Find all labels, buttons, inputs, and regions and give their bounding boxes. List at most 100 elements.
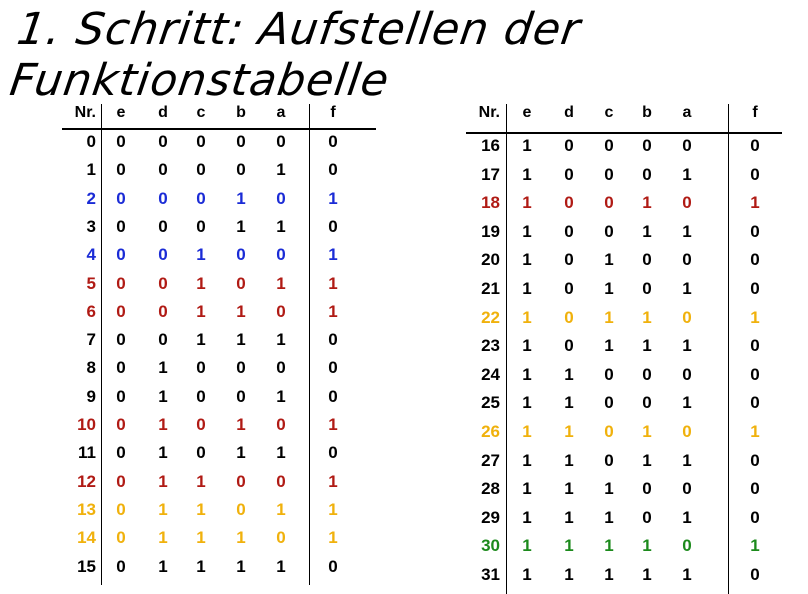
input-cell: 0	[276, 471, 286, 491]
header-divider	[466, 132, 782, 134]
output-cell: 1	[328, 301, 338, 321]
row-number: 24	[481, 364, 500, 384]
nr-column-divider	[506, 104, 507, 594]
input-cell: 0	[682, 479, 692, 499]
input-cell: 0	[564, 136, 574, 155]
input-cell: 0	[564, 221, 574, 241]
input-cell: 0	[116, 273, 126, 293]
input-cell: 1	[196, 471, 206, 491]
output-cell: 1	[328, 499, 338, 519]
row-number: 3	[86, 216, 96, 236]
input-cell: 0	[196, 216, 206, 236]
output-cell: 1	[328, 188, 338, 208]
input-cell: 0	[196, 160, 206, 180]
nr-column-divider	[101, 104, 102, 585]
input-cell: 1	[564, 450, 574, 470]
input-cell: 1	[682, 393, 692, 413]
row-number: 25	[481, 393, 500, 413]
output-cell: 1	[328, 471, 338, 491]
input-cell: 1	[642, 422, 652, 441]
input-cell: 0	[604, 422, 614, 441]
input-cell: 0	[564, 307, 574, 327]
row-number: 19	[481, 221, 500, 241]
input-cell: 1	[276, 499, 286, 519]
input-cell: 0	[604, 450, 614, 470]
input-cell: 1	[522, 507, 532, 527]
output-cell: 0	[328, 443, 338, 463]
output-cell: 1	[750, 536, 760, 556]
input-cell: 1	[196, 499, 206, 519]
output-cell: 0	[328, 556, 338, 576]
input-cell: 0	[682, 536, 692, 556]
row-number: 22	[481, 307, 500, 327]
input-cell: 1	[522, 193, 532, 213]
output-cell: 0	[750, 479, 760, 499]
row-number: 1	[86, 160, 96, 180]
input-cell: 0	[116, 245, 126, 265]
input-cell: 1	[564, 393, 574, 413]
input-cell: 1	[604, 307, 614, 327]
output-cell: 0	[750, 393, 760, 413]
row-number: 9	[86, 386, 96, 406]
input-cell: 0	[196, 188, 206, 208]
input-cell: 0	[276, 358, 286, 378]
input-cell: 0	[158, 132, 168, 151]
output-column-divider	[728, 104, 729, 594]
header-divider	[62, 128, 376, 130]
input-cell: 0	[158, 160, 168, 180]
output-cell: 0	[750, 565, 760, 584]
input-cell: 1	[158, 386, 168, 406]
input-cell: 0	[276, 301, 286, 321]
input-cell: 0	[564, 336, 574, 356]
input-cell: 1	[522, 565, 532, 584]
input-cell: 0	[116, 471, 126, 491]
row-number: 28	[481, 479, 500, 499]
input-cell: 0	[236, 273, 246, 293]
input-cell: 1	[236, 330, 246, 350]
row-number: 11	[78, 443, 96, 463]
row-number: 0	[86, 132, 96, 151]
input-cell: 0	[196, 132, 206, 151]
input-cell: 1	[642, 221, 652, 241]
input-cell: 0	[158, 301, 168, 321]
row-number: 5	[86, 273, 96, 293]
output-cell: 1	[328, 415, 338, 434]
column-header: f	[330, 104, 336, 121]
column-header: b	[642, 104, 652, 121]
input-cell: 0	[158, 330, 168, 350]
input-cell: 0	[116, 216, 126, 236]
input-cell: 1	[236, 188, 246, 208]
input-cell: 1	[196, 330, 206, 350]
input-cell: 1	[564, 536, 574, 556]
output-cell: 0	[750, 250, 760, 270]
row-number: 15	[77, 556, 96, 576]
row-number: 23	[481, 336, 500, 356]
input-cell: 0	[276, 188, 286, 208]
input-cell: 0	[116, 499, 126, 519]
column-header: a	[682, 104, 692, 121]
output-cell: 0	[750, 450, 760, 470]
column-header: a	[276, 104, 286, 121]
input-cell: 1	[158, 443, 168, 463]
output-cell: 0	[328, 132, 338, 151]
input-cell: 1	[682, 565, 692, 584]
input-cell: 0	[604, 136, 614, 155]
input-cell: 0	[642, 479, 652, 499]
input-cell: 1	[642, 565, 652, 584]
input-cell: 0	[196, 443, 206, 463]
input-cell: 1	[276, 330, 286, 350]
column-header: d	[158, 104, 168, 121]
row-number: 7	[86, 330, 96, 350]
output-column-divider	[309, 104, 310, 585]
row-number: 13	[77, 499, 96, 519]
output-cell: 0	[328, 216, 338, 236]
input-cell: 1	[158, 358, 168, 378]
input-cell: 0	[276, 415, 286, 434]
input-cell: 1	[236, 443, 246, 463]
row-number: 4	[86, 245, 96, 265]
input-cell: 0	[236, 160, 246, 180]
input-cell: 1	[522, 336, 532, 356]
row-number: 31	[481, 565, 500, 584]
input-cell: 0	[642, 164, 652, 184]
output-cell: 1	[328, 273, 338, 293]
